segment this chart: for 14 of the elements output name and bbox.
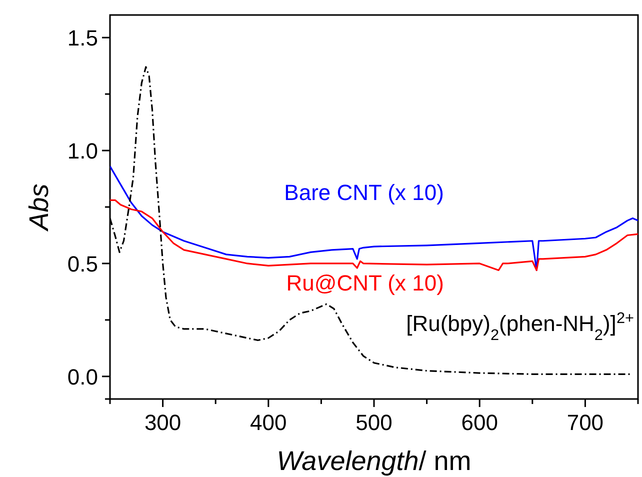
series-label: Ru@CNT (x 10)	[286, 270, 444, 296]
y-tick-label: 1.5	[67, 26, 98, 51]
y-axis-title: Abs	[24, 184, 54, 232]
x-axis-title: Wavelength/ nm	[276, 446, 472, 476]
series-label: Bare CNT (x 10)	[284, 180, 444, 206]
x-tick-label: 600	[461, 410, 498, 435]
y-tick-label: 1.0	[67, 138, 98, 164]
series-label: [Ru(bpy)$_{2}$(phen-NH$_{2}$)]$^{2+}$	[406, 310, 634, 344]
x-tick-label: 500	[356, 410, 392, 435]
x-tick-label: 400	[250, 410, 287, 435]
x-tick-label: 700	[566, 410, 604, 435]
y-tick-label: 0.0	[67, 364, 98, 390]
y-tick-label: 0.5	[67, 251, 98, 276]
x-tick-label: 300	[144, 410, 182, 435]
